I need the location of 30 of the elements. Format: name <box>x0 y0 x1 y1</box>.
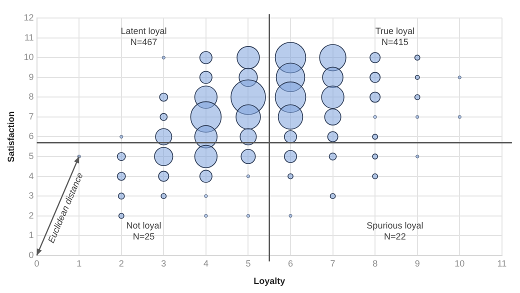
y-tick-label: 1 <box>28 230 34 240</box>
x-tick-label: 2 <box>118 258 124 268</box>
x-tick-label: 5 <box>246 258 251 268</box>
x-tick-label: 7 <box>330 258 336 268</box>
y-axis-title: Satisfaction <box>6 111 16 162</box>
annotation: True loyal N=415 <box>375 26 415 48</box>
y-tick-label: 11 <box>24 32 34 42</box>
y-tick-label: 6 <box>28 131 34 142</box>
y-tick-label: 5 <box>28 151 34 161</box>
x-tick-label: 10 <box>454 258 465 268</box>
y-tick-label: 8 <box>28 92 34 102</box>
y-tick-label: 9 <box>28 72 34 82</box>
y-tick-label: 3 <box>28 190 34 201</box>
y-tick-label: 10 <box>24 52 34 62</box>
annotation: Not loyal N=25 <box>126 220 162 242</box>
annotation: Spurious loyal N=22 <box>366 220 424 242</box>
y-tick-label: 2 <box>28 210 34 220</box>
y-tick-label: 12 <box>24 12 34 23</box>
x-tick-label: 1 <box>76 258 82 268</box>
x-tick-label: 4 <box>203 258 208 268</box>
x-tick-label: 11 <box>497 258 507 268</box>
x-tick-label: 3 <box>161 258 166 268</box>
annotation: Latent loyal N=467 <box>120 26 167 48</box>
y-tick-label: 0 <box>28 250 34 260</box>
x-tick-label: 8 <box>372 258 378 268</box>
y-tick-label: 7 <box>28 111 34 122</box>
x-axis-title: Loyalty <box>254 276 286 286</box>
x-tick-label: 6 <box>288 258 294 268</box>
x-tick-label: 9 <box>414 258 420 268</box>
y-tick-label: 4 <box>28 170 34 181</box>
